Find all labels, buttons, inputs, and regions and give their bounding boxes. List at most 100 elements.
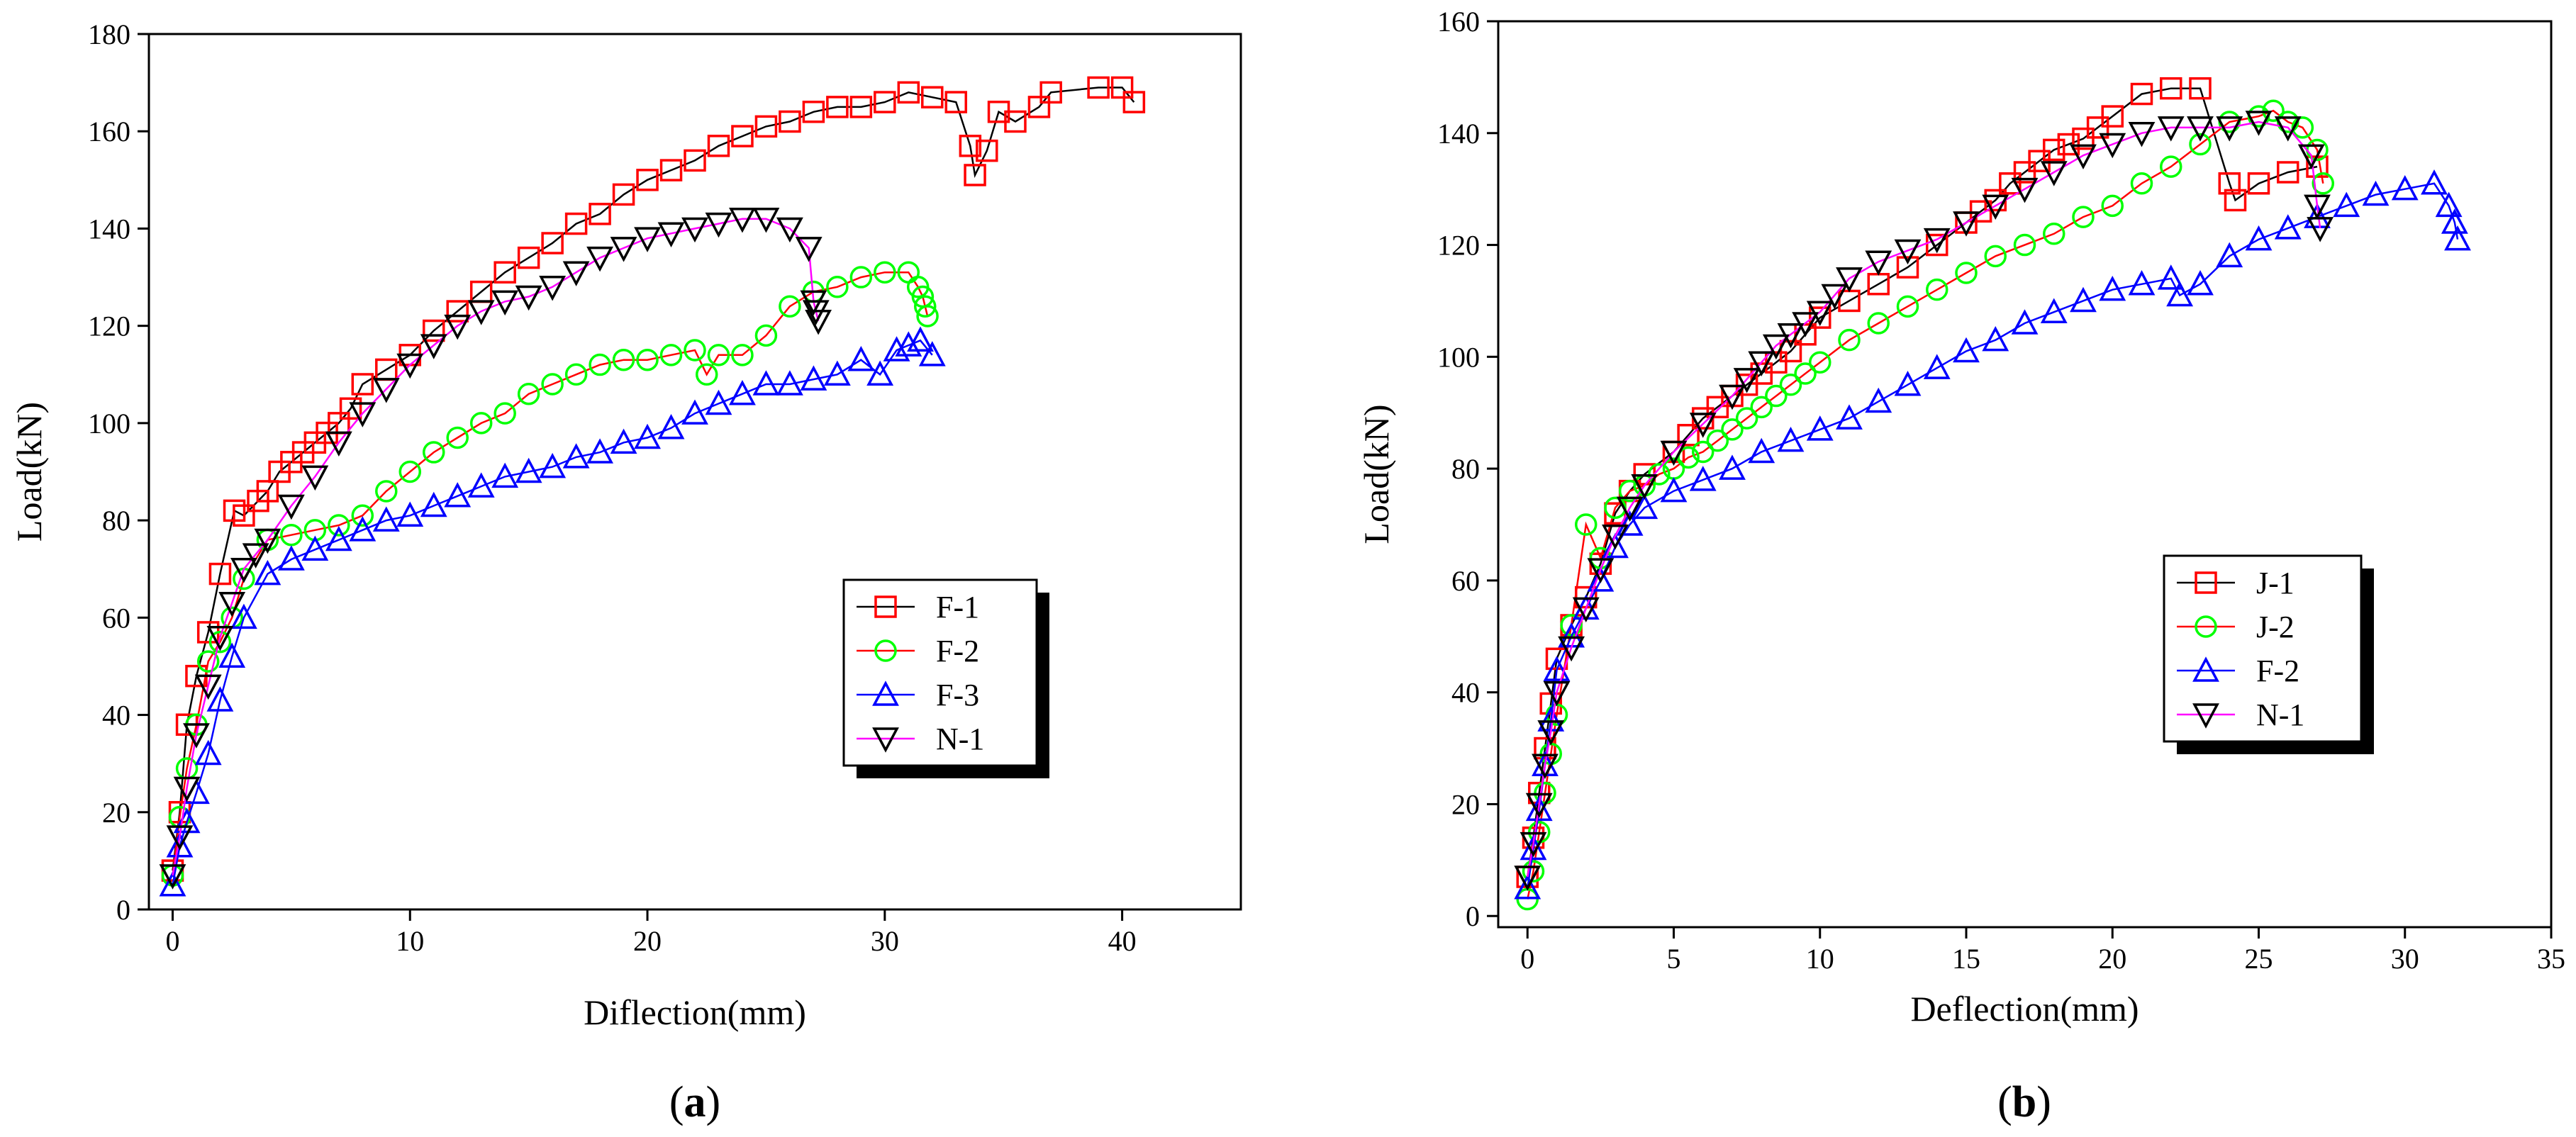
data-point [2218,172,2241,195]
legend-marker [874,595,897,618]
data-point [1894,239,1922,265]
data-point [695,363,718,386]
data-point [897,81,920,104]
data-point [874,261,896,284]
data-point [2157,116,2185,142]
x-tick-label: 40 [1108,925,1137,957]
data-point [494,402,516,425]
data-point [634,423,661,449]
data-point [242,543,269,568]
y-tick-label: 60 [102,602,130,634]
data-point [1660,476,1688,503]
data-point [1719,384,1746,410]
series-line [1527,182,2459,888]
data-point [895,331,922,357]
legend-label: J-1 [2256,566,2295,600]
data-point [2157,264,2185,290]
data-point [173,776,201,802]
data-point [1602,532,1629,559]
data-point [1926,233,1948,257]
data-point [2421,169,2448,195]
data-point [277,494,305,520]
data-point [1926,278,1948,301]
x-axis-title: Diflection(mm) [584,992,806,1032]
data-point [754,115,778,138]
data-point [916,305,939,327]
data-point [657,414,685,439]
data-point [2099,275,2126,301]
data-point [1514,866,1541,891]
data-point [1602,525,1629,550]
data-point [159,864,186,890]
data-point [166,825,194,851]
legend-label: F-3 [936,678,979,712]
data-point [1894,371,1922,396]
data-point [731,344,754,366]
data-point [1896,256,1919,279]
y-tick-label: 100 [88,408,130,439]
data-point [1520,834,1547,861]
data-point [494,261,516,284]
data-point [705,389,732,415]
data-point [2040,161,2068,186]
data-point [586,438,614,464]
data-point [218,642,246,668]
data-point [420,334,447,359]
data-point [2028,150,2051,172]
data-point [372,378,400,403]
x-tick-label: 0 [1520,943,1534,975]
data-point [705,212,732,238]
data-point [325,525,352,551]
data-point [1122,91,1146,113]
data-point [1809,351,1831,374]
data-point [1836,404,1863,430]
y-tick-label: 60 [1451,565,1480,597]
data-point [2435,191,2463,218]
data-point [469,412,493,435]
data-point [515,285,542,311]
x-tick-label: 15 [1952,943,1980,975]
data-point [1631,493,1658,520]
data-point [396,353,424,379]
panel-b: 0 5 10 15 20 25 30 35 0 20 40 60 80 100 120 140 160 Defle… [1356,6,2565,1126]
data-point [420,491,447,517]
data-point [1735,374,1758,396]
data-point [2277,161,2299,184]
data-point [874,91,896,113]
data-point [351,373,374,396]
series-line [172,271,929,876]
data-point [2040,298,2068,323]
data-point [444,314,472,340]
data-point [1027,96,1051,118]
data-point [230,557,257,583]
data-point [907,326,934,352]
data-point [2312,172,2334,195]
data-point [610,428,637,454]
data-point [539,276,567,301]
data-point [539,452,567,478]
x-axis-title: Deflection(mm) [1910,989,2139,1029]
x-tick-label: 5 [1667,943,1681,975]
data-point [921,86,944,108]
data-point [2444,225,2471,251]
data-point [1616,510,1644,536]
data-point [729,207,756,233]
y-tick-label: 0 [1466,900,1480,932]
data-point [1809,306,1831,329]
data-point [2262,99,2285,122]
data-point [636,348,659,371]
data-point [194,674,222,700]
data-point [1587,566,1615,592]
x-tick-label: 10 [1806,943,1834,975]
data-point [849,266,873,289]
data-point [2160,155,2182,178]
data-point [729,380,756,405]
data-point [446,300,469,323]
data-point [491,290,519,316]
data-point [396,501,424,527]
data-point [2304,203,2331,228]
data-point [2070,144,2097,170]
data-point [1765,384,1788,408]
data-point [1838,328,1861,352]
data-point [541,373,564,396]
